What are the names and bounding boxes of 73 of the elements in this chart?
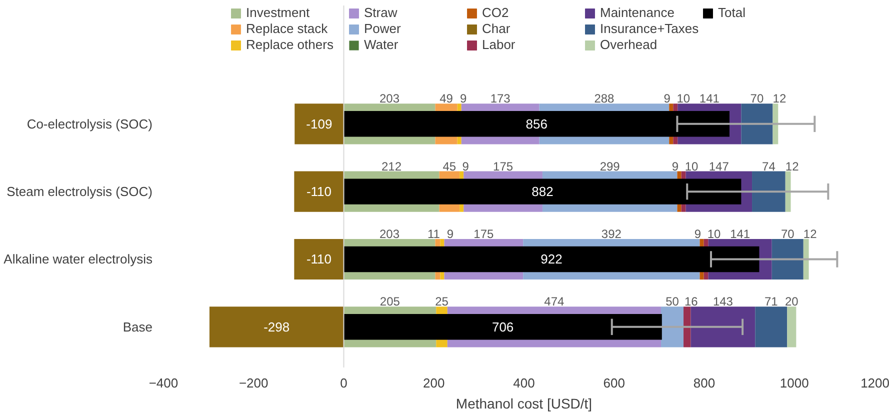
x-tick-label: 400 <box>513 376 535 390</box>
data-label: 9 <box>462 159 470 174</box>
x-axis-title: Methanol cost [USD/t] <box>456 396 592 412</box>
data-label: 16 <box>684 294 698 309</box>
data-label: 9 <box>446 226 454 241</box>
x-tick-label: 1200 <box>860 376 889 390</box>
data-label: 175 <box>493 159 514 174</box>
data-label: 9 <box>672 159 679 174</box>
data-label: 20 <box>784 294 799 309</box>
legend-label: Maintenance <box>600 5 676 20</box>
x-tick-label: 600 <box>603 376 625 390</box>
data-label: 9 <box>694 226 702 241</box>
data-label: 212 <box>382 159 402 174</box>
data-label: 49 <box>440 92 454 106</box>
data-label: 922 <box>540 252 562 267</box>
data-label: 288 <box>594 92 615 106</box>
data-label: 299 <box>600 159 620 174</box>
data-label: 9 <box>664 92 671 106</box>
legend-label: Replace stack <box>246 21 329 36</box>
legend-label: Power <box>364 21 402 36</box>
data-label: 9 <box>460 92 467 106</box>
data-label: 11 <box>427 226 440 241</box>
data-label: 70 <box>780 226 795 241</box>
legend-label: Total <box>718 5 746 20</box>
data-label: 71 <box>764 294 778 309</box>
data-label: -298 <box>264 319 290 334</box>
data-label: 203 <box>379 226 400 241</box>
data-label: 70 <box>750 92 764 106</box>
data-label: 173 <box>490 92 511 106</box>
data-label: 147 <box>708 159 730 174</box>
data-label: 392 <box>601 226 622 241</box>
data-label: -110 <box>306 252 332 267</box>
data-label: 882 <box>532 184 554 200</box>
data-label: 10 <box>676 92 690 106</box>
y-tick-label: Co-electrolysis (SOC) <box>26 116 153 132</box>
data-label: -110 <box>306 184 332 200</box>
data-label: 10 <box>707 226 722 241</box>
legend-label: Water <box>364 37 400 52</box>
legend-label: Straw <box>364 5 398 20</box>
data-label: 175 <box>474 226 494 241</box>
y-tick-label: Base <box>122 319 153 334</box>
y-tick-label: Steam electrolysis (SOC) <box>6 184 152 200</box>
data-label: 10 <box>684 159 699 174</box>
data-label: 45 <box>442 159 456 174</box>
data-label: 12 <box>785 159 800 174</box>
x-tick-label: 200 <box>423 376 445 390</box>
y-tick-label: Alkaline water electrolysis <box>4 252 153 267</box>
data-label: 12 <box>803 226 818 241</box>
data-label: 706 <box>492 319 514 334</box>
x-tick-label: −400 <box>148 376 178 390</box>
data-label: 12 <box>772 92 786 106</box>
x-tick-label: 800 <box>693 376 716 390</box>
x-tick-label: 0 <box>340 376 348 390</box>
data-label: 74 <box>762 159 776 174</box>
data-label: 143 <box>712 294 734 309</box>
legend-label: Char <box>482 21 512 36</box>
data-label: -109 <box>306 116 332 132</box>
legend-label: Investment <box>246 5 311 20</box>
legend-label: Replace others <box>246 37 334 52</box>
data-label: 141 <box>730 226 750 241</box>
legend-label: Insurance+Taxes <box>600 21 700 36</box>
legend-label: Overhead <box>600 37 658 52</box>
data-label: 205 <box>380 294 400 309</box>
data-label: 856 <box>526 116 548 132</box>
legend-label: CO2 <box>482 5 510 20</box>
x-tick-label: 1000 <box>780 376 809 390</box>
data-label: 141 <box>699 92 720 106</box>
x-tick-label: −200 <box>238 376 268 390</box>
data-label: 203 <box>379 92 400 106</box>
data-label: 50 <box>666 294 680 309</box>
legend-label: Labor <box>482 37 516 52</box>
data-label: 474 <box>544 294 565 309</box>
data-label: 25 <box>435 294 449 309</box>
